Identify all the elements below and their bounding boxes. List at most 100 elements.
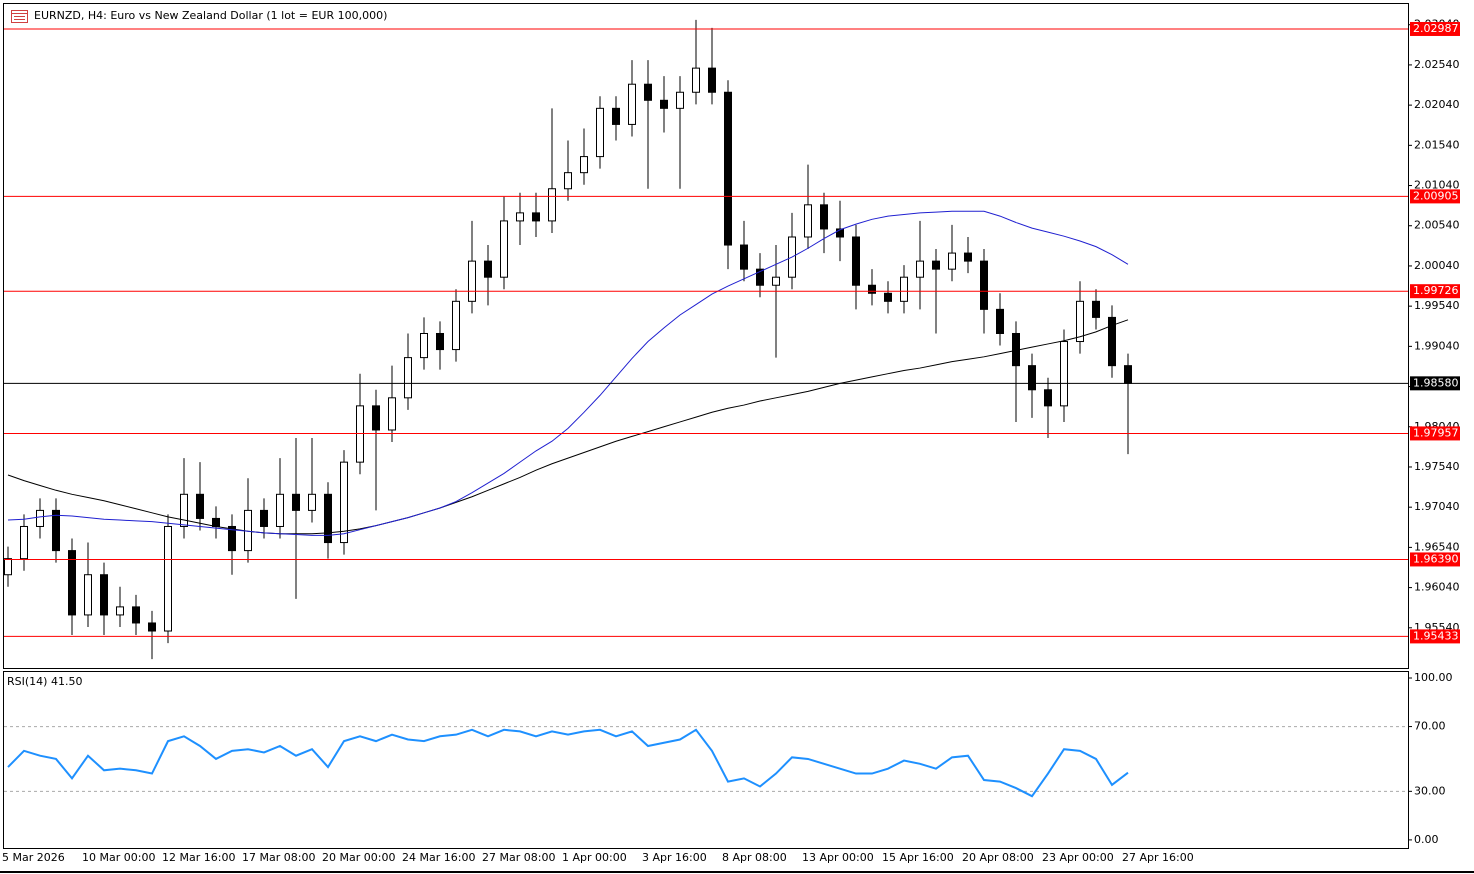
level-label-box <box>1410 629 1460 644</box>
candle-body <box>180 493 188 527</box>
candle-body <box>404 357 412 399</box>
candle-body <box>260 509 268 527</box>
x-tick-label: 17 Mar 08:00 <box>242 851 315 864</box>
candle-body <box>916 260 924 278</box>
candle-body <box>148 622 156 632</box>
candle-body <box>1060 341 1068 407</box>
level-label-box <box>1410 552 1460 567</box>
x-tick-label: 24 Mar 16:00 <box>402 851 475 864</box>
level-label-box <box>1410 426 1460 441</box>
rsi-title: RSI(14) 41.50 <box>7 675 82 688</box>
candle-body <box>36 509 44 527</box>
candle-body <box>68 550 76 616</box>
x-tick-label: 20 Apr 08:00 <box>962 851 1034 864</box>
candle-body <box>20 525 28 560</box>
candle-body <box>84 574 92 616</box>
candle-body <box>692 67 700 93</box>
candle-body <box>500 220 508 278</box>
y-tick-label: 30.00 <box>1414 784 1446 797</box>
candle-body <box>996 308 1004 334</box>
x-tick-label: 5 Mar 2026 <box>2 851 65 864</box>
plots: 2.030402.025402.020402.015402.010402.005… <box>2 18 1460 864</box>
x-tick-label: 20 Mar 00:00 <box>322 851 395 864</box>
level-label-box <box>1410 284 1460 299</box>
candle-body <box>372 405 380 431</box>
candle-body <box>484 260 492 278</box>
candle-body <box>820 204 828 230</box>
candle-body <box>228 525 236 552</box>
y-tick-label: 1.97540 <box>1414 460 1460 473</box>
candle-body <box>1044 389 1052 407</box>
moving-average <box>7 210 1129 536</box>
y-tick-label: 2.01040 <box>1414 179 1460 192</box>
level-label: 1.97957 <box>1413 426 1459 439</box>
candle-body <box>388 397 396 431</box>
last-price-box <box>1410 376 1460 391</box>
candle-body <box>740 244 748 270</box>
candle-body <box>868 284 876 294</box>
rsi-pane-frame <box>3 671 1409 849</box>
candle-body <box>116 606 124 616</box>
y-tick-label: 70.00 <box>1414 720 1446 733</box>
y-tick-label: 100.00 <box>1414 671 1453 684</box>
candle-body <box>164 525 172 632</box>
candle-body <box>4 558 12 576</box>
candle-body <box>468 260 476 302</box>
candle-body <box>276 493 284 527</box>
candle-body <box>596 107 604 158</box>
candle-body <box>52 509 60 552</box>
rsi-line <box>7 728 1129 798</box>
symbol-icon <box>11 10 28 23</box>
y-tick-label: 2.02540 <box>1414 58 1460 71</box>
candle-body <box>964 252 972 262</box>
candle-body <box>900 276 908 302</box>
candle-body <box>676 91 684 109</box>
candle-body <box>436 332 444 351</box>
y-tick-label: 2.02040 <box>1414 98 1460 111</box>
price-pane-frame <box>3 3 1409 669</box>
candle-body <box>724 91 732 246</box>
y-tick-label: 1.96040 <box>1414 581 1460 594</box>
level-label-box <box>1410 189 1460 204</box>
x-tick-label: 23 Apr 00:00 <box>1042 851 1114 864</box>
candle-body <box>1108 316 1116 367</box>
candle-body <box>292 493 300 511</box>
candle-body <box>420 332 428 359</box>
candle-body <box>628 83 636 125</box>
candle-body <box>932 260 940 270</box>
x-tick-label: 13 Apr 00:00 <box>802 851 874 864</box>
candle-body <box>708 67 716 93</box>
candle-body <box>532 212 540 222</box>
x-tick-label: 27 Mar 08:00 <box>482 851 555 864</box>
last-price-label: 1.98580 <box>1413 376 1459 389</box>
x-tick-label: 27 Apr 16:00 <box>1122 851 1194 864</box>
candle-body <box>324 493 332 544</box>
candle-body <box>756 268 764 286</box>
candle-body <box>100 574 108 616</box>
candle-body <box>1092 300 1100 318</box>
moving-average <box>7 319 1129 535</box>
x-tick-label: 8 Apr 08:00 <box>722 851 787 864</box>
candle-body <box>196 493 204 519</box>
x-tick-label: 3 Apr 16:00 <box>642 851 707 864</box>
level-label: 2.00905 <box>1413 189 1459 202</box>
level-label: 1.95433 <box>1413 629 1459 642</box>
x-tick-label: 15 Apr 16:00 <box>882 851 954 864</box>
x-tick-label: 12 Mar 16:00 <box>162 851 235 864</box>
candle-body <box>1028 365 1036 391</box>
candle-body <box>836 228 844 238</box>
candle-body <box>308 493 316 511</box>
y-tick-label: 1.99540 <box>1414 299 1460 312</box>
level-label: 2.02987 <box>1413 22 1459 35</box>
candle-body <box>1124 365 1132 384</box>
candle-body <box>948 252 956 270</box>
y-tick-label: 2.01540 <box>1414 138 1460 151</box>
y-tick-label: 2.00540 <box>1414 219 1460 232</box>
candle-body <box>548 188 556 222</box>
candle-body <box>516 212 524 222</box>
candle-body <box>564 172 572 190</box>
y-tick-label: 1.96540 <box>1414 540 1460 553</box>
candle-body <box>852 236 860 286</box>
x-tick-label: 1 Apr 00:00 <box>562 851 627 864</box>
